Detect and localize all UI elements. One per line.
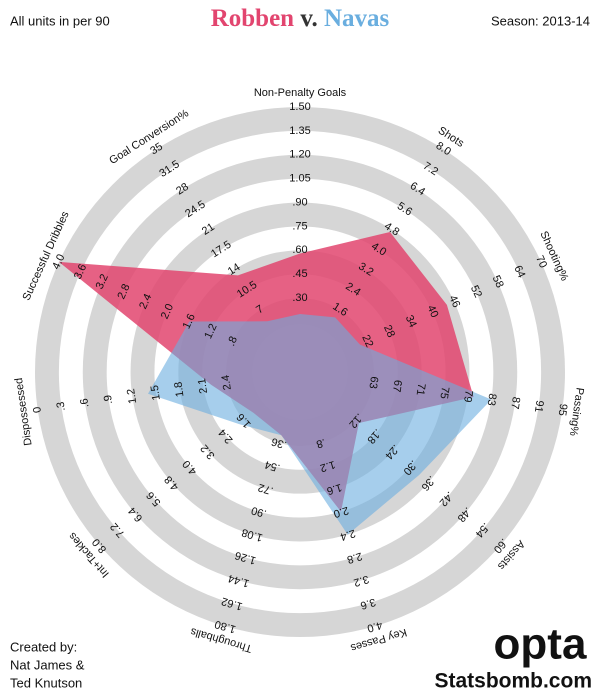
tick-label: 79 <box>461 389 475 403</box>
chart-title: Robben v. Navas <box>211 5 390 32</box>
tick-label: 70 <box>533 254 549 270</box>
credit-line: Nat James & <box>10 657 85 672</box>
title-connector: v. <box>300 5 317 32</box>
tick-label: 87 <box>508 396 522 410</box>
tick-label: 1.5 <box>149 384 163 401</box>
tick-label: 2.0 <box>332 504 350 520</box>
tick-label: .54 <box>263 458 281 474</box>
tick-label: .9 <box>102 394 115 405</box>
tick-label: 83 <box>485 393 499 407</box>
tick-label: 28 <box>381 323 397 339</box>
tick-label: 22 <box>359 333 375 349</box>
tick-label: 2.1 <box>196 378 210 395</box>
tick-label: .3 <box>55 401 68 412</box>
radar-area <box>148 314 492 535</box>
tick-label: 3.2 <box>352 573 370 589</box>
tick-label: 4.0 <box>50 252 67 271</box>
logo: opta <box>494 620 587 669</box>
tick-label: 2.4 <box>339 527 357 543</box>
tick-label: 1.62 <box>220 595 244 613</box>
tick-label: 1.08 <box>240 526 264 544</box>
title-player-2: Navas <box>324 5 390 32</box>
tick-label: .6 <box>78 398 91 409</box>
tick-label: 0 <box>31 406 44 414</box>
tick-label: .72 <box>257 481 275 497</box>
title-player-1: Robben <box>211 5 294 32</box>
tick-label: 1.8 <box>172 381 186 398</box>
tick-label: 4.0 <box>366 618 384 634</box>
tick-label: 2.4 <box>220 374 234 391</box>
season: Season: 2013-14 <box>491 13 590 28</box>
tick-label: 63 <box>366 376 380 390</box>
axis-name: Non-Penalty Goals <box>254 87 347 99</box>
tick-label: 64 <box>511 264 527 280</box>
tick-label: 28 <box>174 181 191 198</box>
units-note: All units in per 90 <box>10 13 110 28</box>
tick-label: .36 <box>270 435 288 451</box>
tick-label: 7 <box>254 303 266 316</box>
tick-label: 2.8 <box>115 282 132 301</box>
tick-label: 67 <box>390 379 404 393</box>
tick-label: 58 <box>490 274 506 290</box>
tick-label: 1.50 <box>289 101 310 113</box>
tick-label: 52 <box>468 284 484 300</box>
source: Statsbomb.com <box>434 670 592 693</box>
axis-name: Passing% <box>567 387 586 437</box>
tick-label: .8 <box>315 436 327 450</box>
tick-label: .90 <box>250 504 268 520</box>
tick-label: .75 <box>292 220 307 232</box>
tick-label: 95 <box>556 403 570 417</box>
tick-label: 3.6 <box>72 262 89 281</box>
tick-label: 21 <box>200 221 217 238</box>
tick-label: 2.8 <box>345 550 363 566</box>
credit-line: Created by: <box>10 639 77 654</box>
tick-label: 1.2 <box>125 388 139 405</box>
tick-label: 3.6 <box>359 596 377 612</box>
tick-label: .30 <box>292 292 307 304</box>
tick-label: 2.4 <box>137 292 154 311</box>
tick-label: 1.6 <box>181 312 198 331</box>
tick-label: .90 <box>292 196 307 208</box>
tick-label: 75 <box>437 386 451 400</box>
tick-label: 46 <box>446 294 462 310</box>
tick-label: 14 <box>226 261 243 278</box>
tick-label: .60 <box>292 244 307 256</box>
tick-label: 1.26 <box>234 549 258 567</box>
tick-label: 2.0 <box>159 302 176 321</box>
tick-label: 1.05 <box>289 173 310 185</box>
credit-line: Ted Knutson <box>10 675 82 690</box>
tick-label: 1.20 <box>289 149 310 161</box>
tick-label: 71 <box>414 382 428 396</box>
tick-label: .8 <box>225 335 240 348</box>
tick-label: 1.6 <box>325 481 343 497</box>
tick-label: 1.2 <box>202 322 219 341</box>
tick-label: 35 <box>148 141 165 158</box>
tick-label: 34 <box>403 313 419 329</box>
tick-label: .45 <box>292 268 307 280</box>
tick-label: 1.44 <box>227 572 251 590</box>
tick-label: 1.35 <box>289 125 310 137</box>
tick-label: 91 <box>532 399 546 413</box>
tick-label: 1.2 <box>319 458 337 474</box>
tick-label: 1.80 <box>213 618 237 636</box>
tick-label: 40 <box>424 303 440 319</box>
tick-label: 3.2 <box>94 272 111 291</box>
